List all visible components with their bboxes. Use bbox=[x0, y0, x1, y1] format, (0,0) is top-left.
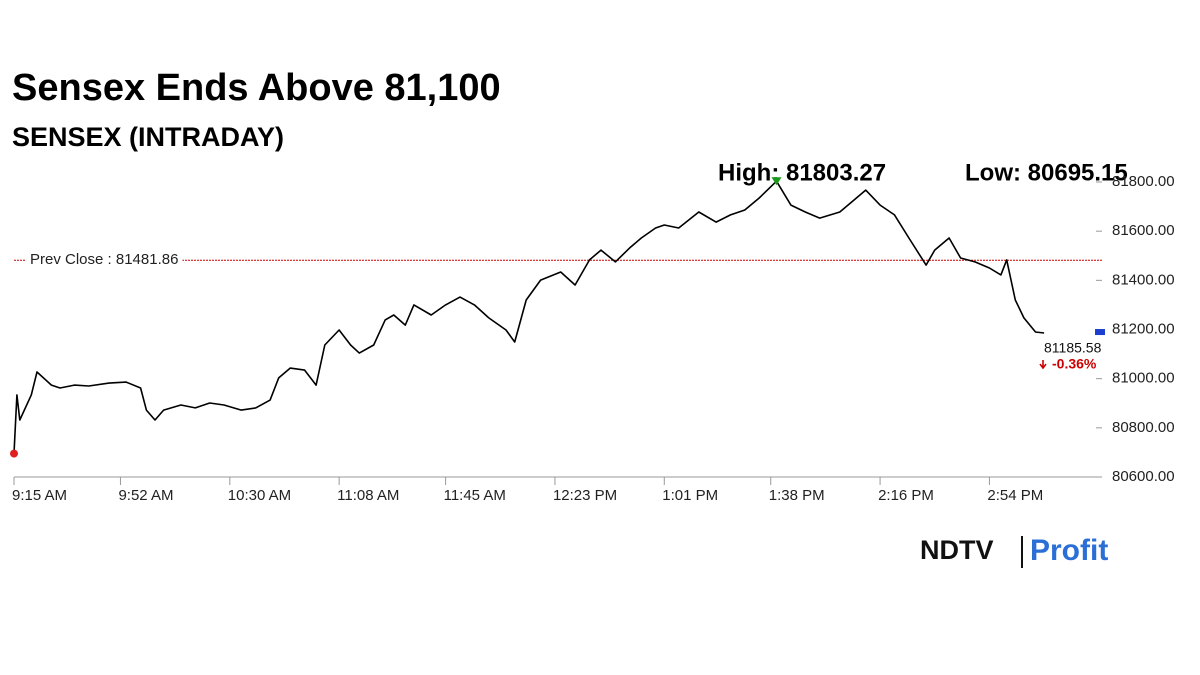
x-tick-label: 1:38 PM bbox=[769, 487, 825, 504]
chart-subtitle: SENSEX (INTRADAY) bbox=[12, 122, 284, 152]
y-tick-label: 81600.00 bbox=[1112, 222, 1175, 239]
change-arrow bbox=[1039, 360, 1047, 370]
x-tick-label: 11:08 AM bbox=[337, 487, 399, 504]
x-tick-label: 12:23 PM bbox=[553, 487, 617, 504]
x-tick-label: 1:01 PM bbox=[662, 487, 718, 504]
prev-close-label-bg bbox=[26, 250, 183, 270]
y-tick-label: 80600.00 bbox=[1112, 468, 1175, 485]
prev-close-label: Prev Close : 81481.86 bbox=[30, 251, 178, 268]
y-tick-label: 81200.00 bbox=[1112, 320, 1175, 337]
change-label: -0.36% bbox=[1052, 356, 1097, 372]
last-value-label: 81185.58 bbox=[1044, 340, 1102, 356]
x-tick-label: 11:45 AM bbox=[444, 487, 506, 504]
x-tick-label: 10:30 AM bbox=[228, 487, 291, 504]
x-tick-label: 9:15 AM bbox=[12, 487, 67, 504]
price-line bbox=[13, 180, 1045, 454]
last-marker bbox=[1095, 329, 1105, 336]
logo-ndtv: NDTV bbox=[920, 535, 994, 565]
chart-title: Sensex Ends Above 81,100 bbox=[12, 67, 501, 109]
x-tick-label: 2:16 PM bbox=[878, 487, 934, 504]
x-tick-label: 2:54 PM bbox=[987, 487, 1043, 504]
high-marker bbox=[771, 177, 782, 186]
y-tick-label: 81800.00 bbox=[1112, 173, 1175, 190]
y-tick-label: 81000.00 bbox=[1112, 370, 1175, 387]
low-marker bbox=[10, 449, 18, 458]
logo-profit: Profit bbox=[1030, 534, 1108, 567]
x-tick-label: 9:52 AM bbox=[118, 487, 173, 504]
low-text: Low: 80695.15 bbox=[965, 159, 1128, 186]
y-tick-label: 81400.00 bbox=[1112, 271, 1175, 288]
y-tick-label: 80800.00 bbox=[1112, 419, 1175, 436]
high-text: High: 81803.27 bbox=[718, 159, 886, 186]
